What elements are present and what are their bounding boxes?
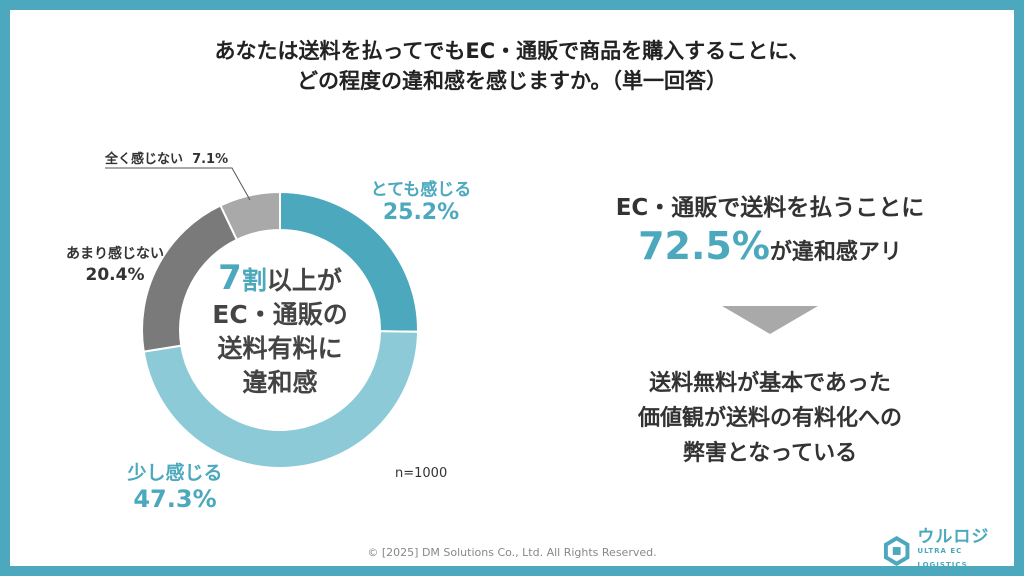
label-not-much: あまり感じない 20.4% <box>50 243 180 285</box>
label-not-at-all-name: 全く感じない <box>105 152 184 167</box>
conclusion-line-3: 弊害となっている <box>682 441 858 466</box>
title-line-1: あなたは送料を払ってでもEC・通販で商品を購入することに、 <box>214 39 810 63</box>
label-very-name: とても感じる <box>370 180 472 200</box>
slide-title: あなたは送料を払ってでもEC・通販で商品を購入することに、 どの程度の違和感を感… <box>10 36 1014 96</box>
label-somewhat-value: 47.3% <box>133 485 217 513</box>
label-not-much-name: あまり感じない <box>66 246 164 262</box>
center-line-1: 7割以上が <box>218 261 342 298</box>
copyright-footer: © [2025] DM Solutions Co., Ltd. All Righ… <box>367 546 657 559</box>
summary-line-2-tail: が違和感アリ <box>769 240 902 265</box>
label-not-much-value: 20.4% <box>85 265 145 285</box>
summary-line-1: EC・通販で送料を払うことに <box>615 195 925 221</box>
logo-main: ウルロジ <box>917 527 990 547</box>
conclusion-line-1: 送料無料が基本であった <box>649 371 891 396</box>
logo-mark-icon <box>883 536 910 566</box>
sample-size: n=1000 <box>395 466 448 481</box>
center-line-4: 違和感 <box>242 367 318 397</box>
label-not-at-all: 全く感じない 7.1% <box>105 148 228 167</box>
slide: あなたは送料を払ってでもEC・通販で商品を購入することに、 どの程度の違和感を感… <box>10 10 1014 569</box>
center-unit: 割 <box>241 265 267 295</box>
center-num: 7 <box>218 257 242 298</box>
slice-somewhat <box>142 330 420 469</box>
summary-big-pct: 72.5% <box>638 224 770 268</box>
conclusion-text: 送料無料が基本であった 価値観が送料の有料化への 弊害となっている <box>570 366 970 471</box>
donut-svg <box>141 190 420 469</box>
brand-logo: ウルロジ ULTRA EC LOGISTICS <box>882 527 1014 572</box>
conclusion-line-2: 価値観が送料の有料化への <box>637 406 902 431</box>
donut-center-text: 7割以上が EC・通販の 送料有料に 違和感 <box>130 180 430 480</box>
label-somewhat: 少し感じる 47.3% <box>110 458 240 513</box>
center-tail: 以上が <box>266 265 342 295</box>
center-line-2: EC・通販の <box>212 299 348 329</box>
label-very: とても感じる 25.2% <box>366 175 476 225</box>
down-arrow-icon <box>722 306 818 334</box>
label-somewhat-name: 少し感じる <box>127 462 223 484</box>
title-line-2: どの程度の違和感を感じますか。（単一回答） <box>296 69 728 93</box>
label-very-value: 25.2% <box>382 200 460 225</box>
summary-line-2: 72.5%が違和感アリ <box>570 224 970 268</box>
logo-text: ウルロジ ULTRA EC LOGISTICS <box>917 527 1014 572</box>
logo-sub: ULTRA EC LOGISTICS <box>917 547 968 569</box>
center-line-3: 送料有料に <box>217 333 343 363</box>
donut-chart: 7割以上が EC・通販の 送料有料に 違和感 <box>130 180 430 480</box>
label-not-at-all-value: 7.1% <box>192 152 229 167</box>
